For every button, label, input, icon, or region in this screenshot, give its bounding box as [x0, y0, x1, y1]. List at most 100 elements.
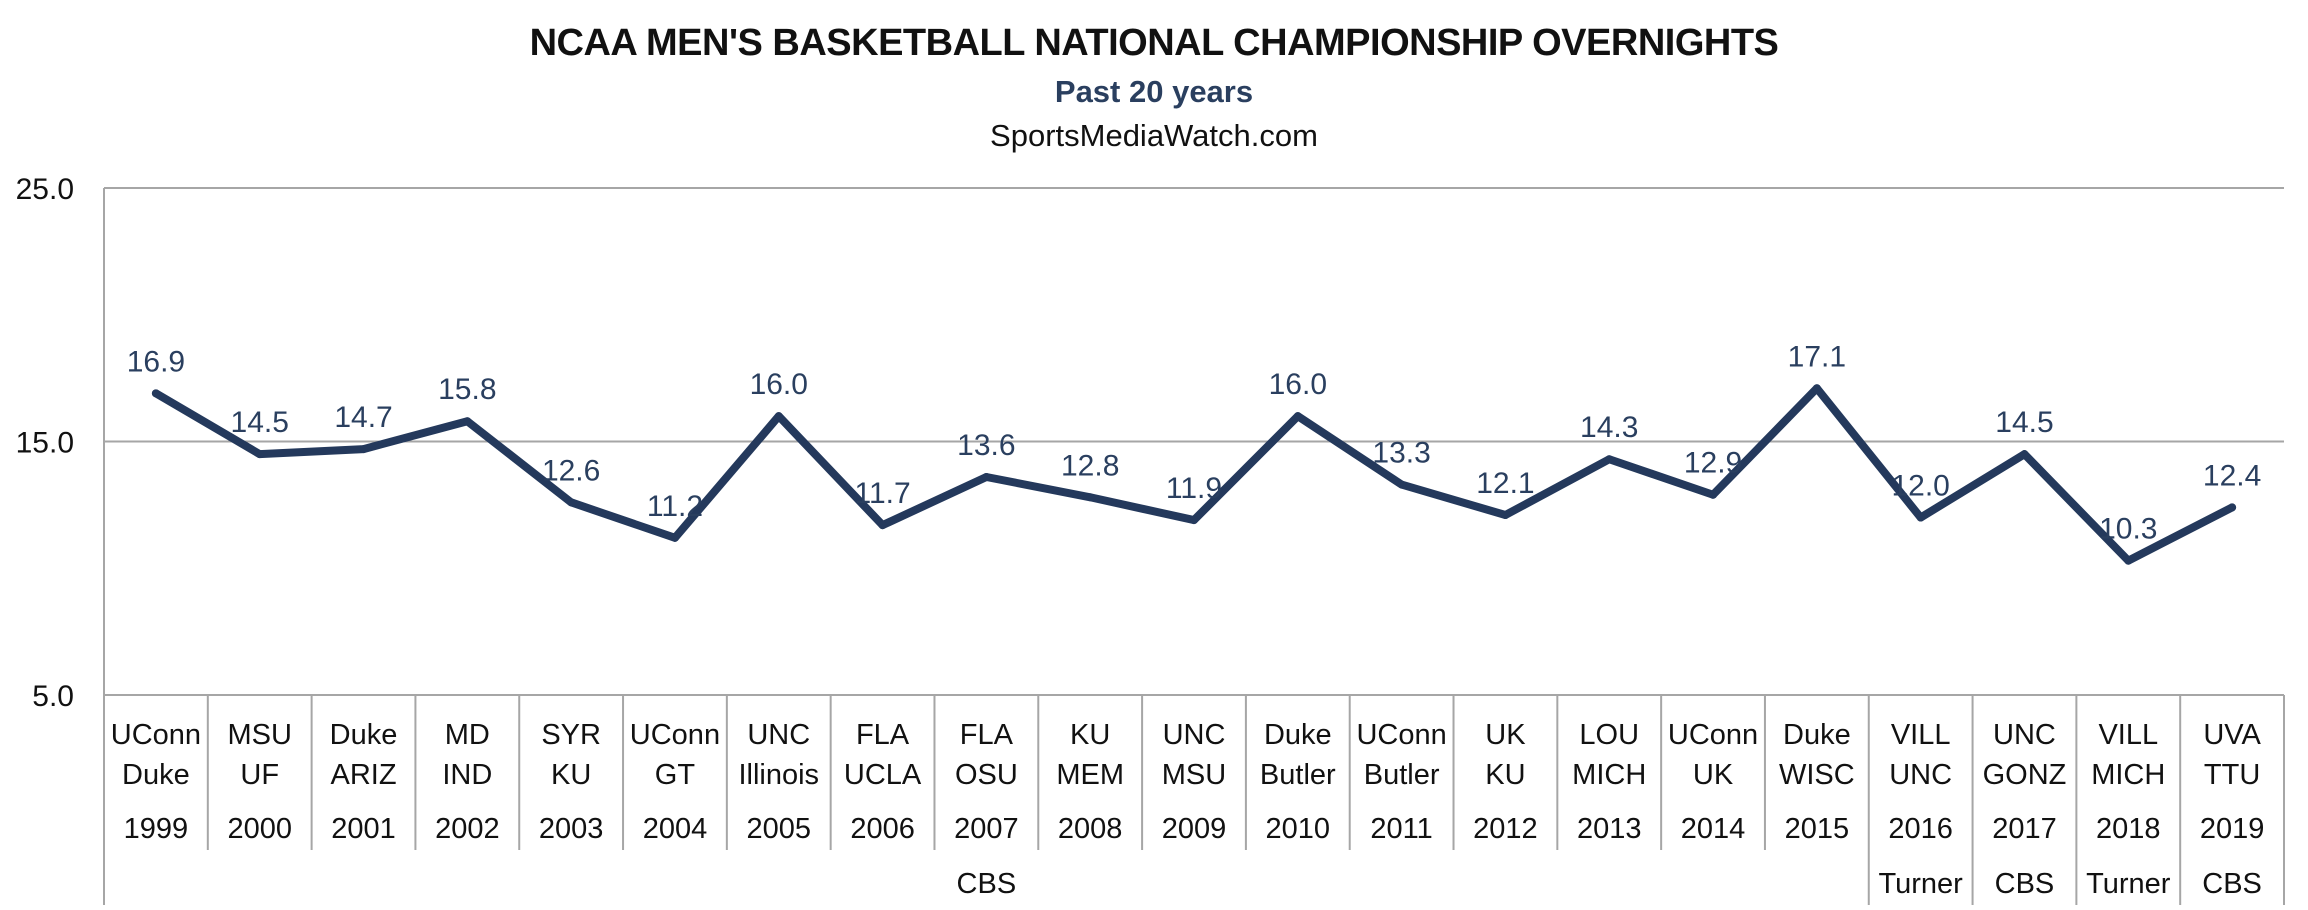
data-point: [1086, 493, 1095, 502]
team1-label: VILL: [1891, 719, 1951, 751]
team1-label: UNC: [1993, 719, 2056, 751]
team1-label: Duke: [1783, 719, 1851, 751]
data-label: 10.3: [2099, 513, 2157, 546]
team2-label: GONZ: [1983, 759, 2067, 791]
data-point: [1812, 384, 1821, 393]
data-label: 17.1: [1788, 340, 1846, 373]
year-label: 2017: [1992, 813, 2057, 845]
team2-label: OSU: [955, 759, 1018, 791]
team1-label: FLA: [960, 719, 1014, 751]
team1-label: MSU: [227, 719, 291, 751]
team1-label: FLA: [856, 719, 910, 751]
data-label: 14.3: [1580, 411, 1638, 444]
team1-label: UConn: [1356, 719, 1446, 751]
team2-label: KU: [551, 759, 591, 791]
year-label: 2009: [1162, 813, 1227, 845]
data-label: 12.9: [1684, 447, 1742, 480]
year-label: 2002: [435, 813, 500, 845]
team1-label: SYR: [541, 719, 601, 751]
year-label: 2000: [227, 813, 292, 845]
team2-label: UK: [1693, 759, 1734, 791]
data-point: [1293, 412, 1302, 421]
data-label: 13.6: [957, 429, 1015, 462]
data-point: [255, 450, 264, 459]
year-label: 2001: [331, 813, 396, 845]
network-label: CBS: [2202, 868, 2262, 900]
team1-label: Duke: [330, 719, 398, 751]
data-label: 12.1: [1476, 467, 1534, 500]
team2-label: UNC: [1889, 759, 1952, 791]
team2-label: KU: [1485, 759, 1525, 791]
data-label: 12.8: [1061, 449, 1119, 482]
year-label: 2012: [1473, 813, 1538, 845]
team1-label: UNC: [1163, 719, 1226, 751]
data-point: [463, 417, 472, 426]
chart-source: SportsMediaWatch.com: [990, 118, 1318, 153]
data-point: [567, 498, 576, 507]
data-label: 16.9: [127, 345, 185, 378]
data-label: 11.2: [647, 490, 703, 523]
year-label: 2019: [2200, 813, 2265, 845]
year-label: 2014: [1681, 813, 1746, 845]
data-label: 11.9: [1166, 472, 1222, 505]
team1-label: UConn: [1668, 719, 1758, 751]
data-label: 15.8: [438, 373, 496, 406]
year-label: 2013: [1577, 813, 1642, 845]
team1-label: Duke: [1264, 719, 1332, 751]
network-label: Turner: [2086, 868, 2171, 900]
team2-label: Butler: [1364, 759, 1440, 791]
team2-label: UF: [240, 759, 279, 791]
y-tick-label: 5.0: [32, 680, 74, 713]
year-label: 2006: [850, 813, 915, 845]
year-label: 2010: [1266, 813, 1331, 845]
year-label: 2003: [539, 813, 604, 845]
data-label: 14.5: [1995, 406, 2053, 439]
team1-label: MD: [445, 719, 490, 751]
year-label: 2018: [2096, 813, 2161, 845]
team2-label: IND: [442, 759, 492, 791]
year-label: 2015: [1785, 813, 1850, 845]
data-point: [670, 533, 679, 542]
data-label: 12.4: [2203, 459, 2261, 492]
data-point: [1397, 480, 1406, 489]
gridlines: [104, 187, 2284, 696]
data-point: [2124, 556, 2133, 565]
data-point: [1916, 513, 1925, 522]
network-label: Turner: [1878, 868, 1963, 900]
data-label: 11.7: [854, 477, 910, 510]
team1-label: UK: [1485, 719, 1526, 751]
team1-label: UNC: [747, 719, 810, 751]
y-tick-label: 15.0: [16, 427, 74, 460]
network-label: CBS: [1995, 868, 2055, 900]
data-label: 16.0: [1269, 368, 1327, 401]
team2-label: TTU: [2204, 759, 2260, 791]
team2-label: Illinois: [738, 759, 819, 791]
data-label: 14.7: [334, 401, 392, 434]
y-tick-label: 25.0: [16, 173, 74, 206]
team2-label: Duke: [122, 759, 190, 791]
data-point: [1709, 490, 1718, 499]
team2-label: MSU: [1162, 759, 1226, 791]
y-axis: 5.0 15.0 25.0: [16, 173, 105, 905]
data-point: [2020, 450, 2029, 459]
data-point: [2228, 503, 2237, 512]
team2-label: MICH: [2091, 759, 2165, 791]
chart-title: NCAA MEN'S BASKETBALL NATIONAL CHAMPIONS…: [529, 22, 1779, 64]
team1-label: UVA: [2203, 719, 2261, 751]
data-point: [1501, 511, 1510, 520]
data-label: 14.5: [231, 406, 289, 439]
data-point: [359, 445, 368, 454]
year-label: 2004: [643, 813, 708, 845]
year-label: 2011: [1370, 813, 1432, 845]
data-label: 12.6: [542, 454, 600, 487]
data-point: [1605, 455, 1614, 464]
x-axis-categories: UConn Duke 1999 MSU UF 2000 Duke ARIZ 2001 MD IND 2…: [111, 695, 2285, 905]
year-label: 2005: [747, 813, 812, 845]
team2-label: MICH: [1572, 759, 1646, 791]
team1-label: VILL: [2098, 719, 2158, 751]
chart-subtitle: Past 20 years: [1054, 74, 1254, 109]
data-label: 12.0: [1891, 470, 1949, 503]
team2-label: UCLA: [844, 759, 922, 791]
data-point: [878, 521, 887, 530]
